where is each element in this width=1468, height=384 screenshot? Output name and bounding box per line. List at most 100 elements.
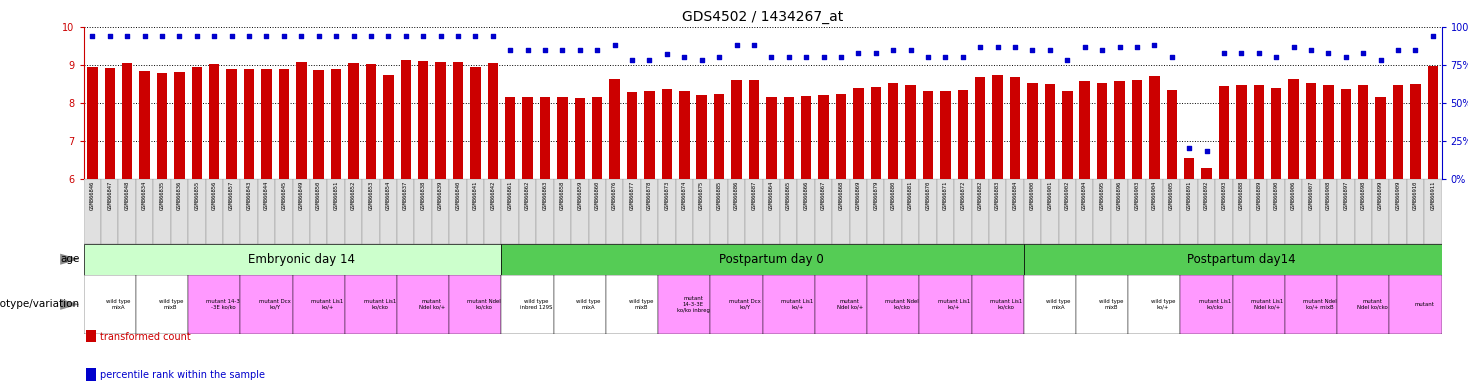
Text: GSM866884: GSM866884 bbox=[1013, 181, 1017, 210]
Text: mutant Lis1
ko/cko: mutant Lis1 ko/cko bbox=[1199, 299, 1232, 310]
Bar bbox=[366, 64, 376, 179]
Bar bbox=[122, 63, 132, 179]
Text: genotype/variation: genotype/variation bbox=[0, 299, 79, 310]
Bar bbox=[314, 70, 324, 179]
Bar bbox=[609, 79, 619, 179]
Bar bbox=[153, 179, 170, 244]
Text: GDS4502 / 1434267_at: GDS4502 / 1434267_at bbox=[683, 10, 843, 23]
Point bbox=[550, 46, 574, 53]
Bar bbox=[802, 96, 812, 179]
Bar bbox=[449, 179, 467, 244]
Text: GSM866843: GSM866843 bbox=[247, 181, 251, 210]
Text: mutant Lis1
ko/+: mutant Lis1 ko/+ bbox=[781, 299, 813, 310]
Bar bbox=[592, 98, 602, 179]
Text: GSM866885: GSM866885 bbox=[716, 181, 722, 210]
Text: transformed count: transformed count bbox=[100, 332, 191, 342]
Point bbox=[725, 42, 749, 48]
Text: GSM866903: GSM866903 bbox=[1135, 181, 1139, 210]
Text: wild type
mixB: wild type mixB bbox=[1098, 299, 1123, 310]
Point bbox=[185, 33, 208, 39]
Point bbox=[1038, 46, 1061, 53]
Bar bbox=[1079, 81, 1089, 179]
Bar bbox=[1180, 275, 1233, 334]
Bar bbox=[871, 87, 881, 179]
Point bbox=[98, 33, 122, 39]
Bar bbox=[1389, 179, 1406, 244]
Text: GSM866852: GSM866852 bbox=[351, 181, 357, 210]
Bar bbox=[868, 179, 885, 244]
Bar bbox=[1355, 179, 1373, 244]
Bar bbox=[188, 275, 241, 334]
Text: mutant
Ndel ko/+: mutant Ndel ko/+ bbox=[837, 299, 863, 310]
Point bbox=[1073, 43, 1097, 50]
Text: GSM866876: GSM866876 bbox=[612, 181, 617, 210]
Text: wild type
inbred 129S: wild type inbred 129S bbox=[520, 299, 552, 310]
Text: GSM866893: GSM866893 bbox=[1221, 181, 1226, 210]
Bar bbox=[275, 179, 292, 244]
Bar bbox=[137, 179, 153, 244]
Bar bbox=[658, 275, 711, 334]
Bar bbox=[746, 179, 763, 244]
Point bbox=[759, 54, 782, 60]
Point bbox=[986, 43, 1010, 50]
Text: GSM866886: GSM866886 bbox=[734, 181, 738, 210]
Bar bbox=[972, 275, 1023, 334]
Bar bbox=[780, 179, 797, 244]
Text: GSM866887: GSM866887 bbox=[752, 181, 756, 210]
Point bbox=[116, 33, 139, 39]
Bar bbox=[1023, 244, 1442, 275]
Text: GSM866844: GSM866844 bbox=[264, 181, 269, 210]
Bar bbox=[119, 179, 137, 244]
Text: GSM866871: GSM866871 bbox=[942, 181, 948, 210]
Bar bbox=[763, 179, 780, 244]
Point bbox=[1403, 46, 1427, 53]
Bar bbox=[104, 68, 115, 179]
Text: GSM866851: GSM866851 bbox=[333, 181, 339, 210]
Bar bbox=[1167, 90, 1177, 179]
Point bbox=[1264, 54, 1287, 60]
Text: GSM866889: GSM866889 bbox=[1257, 181, 1261, 210]
Bar bbox=[901, 179, 919, 244]
Text: GSM866840: GSM866840 bbox=[455, 181, 461, 210]
Text: GSM866846: GSM866846 bbox=[90, 181, 95, 210]
Point bbox=[934, 54, 957, 60]
Text: GSM866835: GSM866835 bbox=[160, 181, 164, 210]
Bar bbox=[1358, 85, 1368, 179]
Text: GSM866870: GSM866870 bbox=[925, 181, 931, 210]
Text: mutant Lis1
ko/+: mutant Lis1 ko/+ bbox=[938, 299, 970, 310]
Text: mutant Dcx
ko/Y: mutant Dcx ko/Y bbox=[260, 299, 291, 310]
Point bbox=[342, 33, 366, 39]
Text: GSM866909: GSM866909 bbox=[1396, 181, 1400, 210]
Bar bbox=[1058, 179, 1076, 244]
Bar bbox=[888, 83, 898, 179]
Point bbox=[429, 33, 452, 39]
Bar bbox=[989, 179, 1007, 244]
Bar bbox=[627, 92, 637, 179]
Bar bbox=[853, 88, 863, 179]
Text: GSM866850: GSM866850 bbox=[316, 181, 321, 210]
Bar bbox=[1337, 179, 1355, 244]
Bar bbox=[1337, 275, 1389, 334]
Point bbox=[568, 46, 592, 53]
Point bbox=[1246, 50, 1270, 56]
Bar bbox=[1323, 85, 1333, 179]
Text: GSM866895: GSM866895 bbox=[1100, 181, 1104, 210]
Bar bbox=[380, 179, 396, 244]
Bar bbox=[487, 63, 498, 179]
Text: wild type
ko/+: wild type ko/+ bbox=[1151, 299, 1176, 310]
Bar bbox=[763, 275, 815, 334]
Bar bbox=[766, 97, 777, 179]
Bar bbox=[835, 94, 846, 179]
Point bbox=[881, 46, 904, 53]
Bar bbox=[850, 179, 868, 244]
Bar bbox=[696, 95, 708, 179]
Bar bbox=[1284, 275, 1337, 334]
Bar bbox=[87, 330, 95, 342]
Point bbox=[1334, 54, 1358, 60]
Point bbox=[708, 54, 731, 60]
Point bbox=[1091, 46, 1114, 53]
Point bbox=[829, 54, 853, 60]
Bar bbox=[1180, 179, 1198, 244]
Bar bbox=[975, 77, 985, 179]
Bar bbox=[505, 97, 515, 179]
